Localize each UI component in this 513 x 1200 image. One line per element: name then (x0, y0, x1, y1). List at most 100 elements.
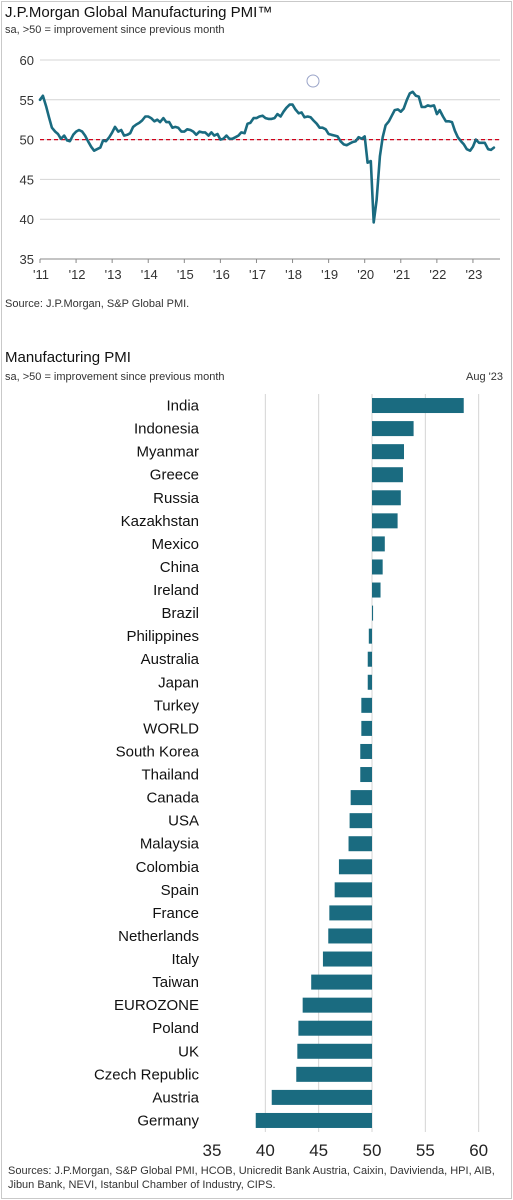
category-label: Malaysia (140, 836, 200, 853)
x-tick-label: 45 (309, 1141, 328, 1160)
x-tick-label: '11 (33, 267, 49, 282)
bar (322, 951, 372, 967)
category-label: Austria (152, 1089, 199, 1106)
category-label: Japan (158, 674, 199, 691)
bar (334, 882, 372, 898)
category-label: Spain (161, 882, 199, 899)
category-label: South Korea (116, 743, 200, 760)
bar (338, 859, 372, 875)
category-label: UK (178, 1043, 199, 1060)
category-label: Greece (150, 467, 199, 484)
x-tick-label: '21 (393, 267, 410, 282)
x-tick-label: '15 (177, 267, 194, 282)
bar (361, 720, 372, 736)
category-label: France (152, 905, 199, 922)
x-tick-label: 40 (256, 1141, 275, 1160)
line-chart-title: J.P.Morgan Global Manufacturing PMI™ (5, 4, 273, 21)
x-tick-label: '13 (105, 267, 122, 282)
bar (372, 467, 403, 483)
x-tick-label: '17 (249, 267, 266, 282)
pmi-series-line (38, 90, 496, 224)
bar (372, 490, 401, 506)
x-tick-label: '16 (213, 267, 230, 282)
bar-chart: 35 40 45 50 55 60 India Indonesia Myanmar Greece R… (94, 394, 488, 1160)
x-tick-label: 50 (363, 1141, 382, 1160)
category-label: Russia (153, 490, 200, 507)
bar (302, 997, 372, 1013)
category-label: Italy (171, 951, 199, 968)
category-label: Ireland (153, 582, 199, 599)
bar (372, 421, 414, 437)
cursor-marker-icon (306, 74, 320, 88)
category-label: Czech Republic (94, 1066, 200, 1083)
line-chart-subtitle: sa, >50 = improvement since previous mon… (5, 24, 225, 36)
bar (329, 905, 372, 921)
category-label: Canada (146, 790, 199, 807)
category-label: Taiwan (152, 974, 199, 991)
category-label: Mexico (151, 536, 199, 553)
bar (349, 813, 372, 829)
bar-chart-title: Manufacturing PMI (5, 349, 131, 366)
category-label: USA (168, 813, 199, 830)
x-tick-label: 35 (203, 1141, 222, 1160)
category-label: India (166, 398, 199, 415)
bar (368, 628, 372, 644)
category-label: Indonesia (134, 421, 200, 438)
category-label: Germany (137, 1112, 199, 1129)
bar (360, 767, 372, 783)
x-tick-label: '23 (465, 267, 482, 282)
category-label: China (160, 559, 200, 576)
category-label: Thailand (141, 767, 199, 784)
category-label: Turkey (154, 697, 200, 714)
x-tick-label: '22 (429, 267, 446, 282)
bar (372, 513, 398, 529)
y-tick-label: 45 (20, 172, 34, 187)
category-label: Netherlands (118, 928, 199, 945)
category-label: Poland (152, 1020, 199, 1037)
bar (372, 536, 385, 552)
bar (348, 836, 372, 852)
category-label: Myanmar (136, 444, 199, 461)
line-chart-source: Source: J.P.Morgan, S&P Global PMI. (5, 298, 190, 310)
bar (372, 582, 381, 598)
bar (297, 1043, 372, 1059)
y-tick-label: 55 (20, 93, 34, 108)
bar (328, 928, 372, 944)
bar (298, 1020, 372, 1036)
x-tick-label: '19 (321, 267, 338, 282)
x-tick-label: 55 (416, 1141, 435, 1160)
category-label: Kazakhstan (121, 513, 199, 530)
bar (311, 974, 372, 990)
x-tick-label: '12 (69, 267, 86, 282)
bar (367, 651, 372, 667)
bar (372, 559, 383, 575)
y-tick-label: 35 (20, 252, 34, 267)
bar-chart-period: Aug '23 (466, 371, 503, 383)
bar (367, 674, 372, 690)
category-label: Colombia (136, 859, 200, 876)
category-label: Brazil (161, 605, 199, 622)
category-label: EUROZONE (114, 997, 199, 1014)
bar (350, 790, 372, 806)
category-label: Australia (141, 651, 200, 668)
bar-chart-subtitle: sa, >50 = improvement since previous mon… (5, 371, 225, 383)
y-tick-label: 50 (20, 133, 34, 148)
line-chart: 35 40 45 50 55 60 '11 '12 '13 '14 '15 '16 '17 '18 '19 '… (20, 53, 500, 282)
category-label: WORLD (143, 720, 199, 737)
category-label: Philippines (126, 628, 199, 645)
bar (361, 697, 372, 713)
x-tick-label: '18 (285, 267, 302, 282)
bar-chart-source: Sources: J.P.Morgan, S&P Global PMI, HCO… (8, 1165, 495, 1191)
y-tick-label: 60 (20, 53, 34, 68)
bar (372, 605, 374, 621)
x-tick-label: '14 (141, 267, 158, 282)
bar (372, 398, 464, 414)
y-tick-label: 40 (20, 212, 34, 227)
bar (255, 1112, 372, 1128)
x-tick-label: 60 (469, 1141, 488, 1160)
bar (271, 1089, 372, 1105)
x-tick-label: '20 (357, 267, 374, 282)
bar (360, 743, 372, 759)
bar (296, 1066, 372, 1082)
